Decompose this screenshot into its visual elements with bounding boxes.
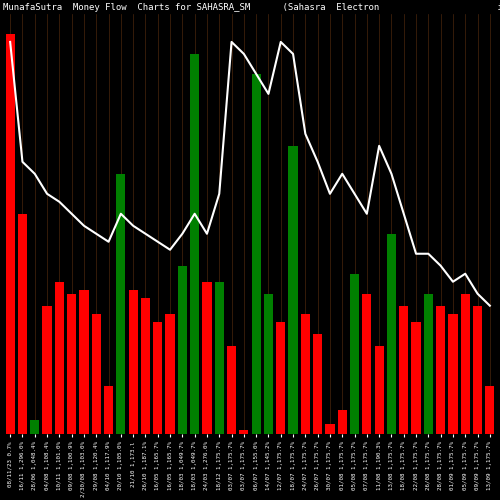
Bar [338,410,347,434]
Bar [67,294,76,434]
Bar [276,322,285,434]
Bar [190,54,200,434]
Bar [436,306,446,434]
Bar [485,386,494,434]
Bar [54,282,64,434]
Bar [300,314,310,434]
Text: MunafaSutra  Money Flow  Charts for SAHASRA_SM      (Sahasra  Electron          : MunafaSutra Money Flow Charts for SAHASR… [3,3,500,12]
Bar [178,266,187,434]
Bar [288,146,298,434]
Bar [202,282,211,434]
Bar [387,234,396,434]
Bar [116,174,126,434]
Bar [473,306,482,434]
Bar [399,306,408,434]
Bar [326,424,334,434]
Bar [92,314,101,434]
Bar [252,74,261,434]
Bar [104,386,113,434]
Bar [18,214,27,434]
Bar [362,294,372,434]
Bar [128,290,138,434]
Bar [214,282,224,434]
Bar [313,334,322,434]
Bar [80,290,88,434]
Bar [264,294,273,434]
Bar [6,34,15,433]
Bar [141,298,150,434]
Bar [424,294,433,434]
Bar [350,274,359,434]
Bar [227,346,236,434]
Bar [448,314,458,434]
Bar [460,294,470,434]
Bar [239,430,248,434]
Bar [374,346,384,434]
Bar [412,322,420,434]
Bar [42,306,51,434]
Bar [153,322,162,434]
Bar [166,314,174,434]
Bar [30,420,40,434]
